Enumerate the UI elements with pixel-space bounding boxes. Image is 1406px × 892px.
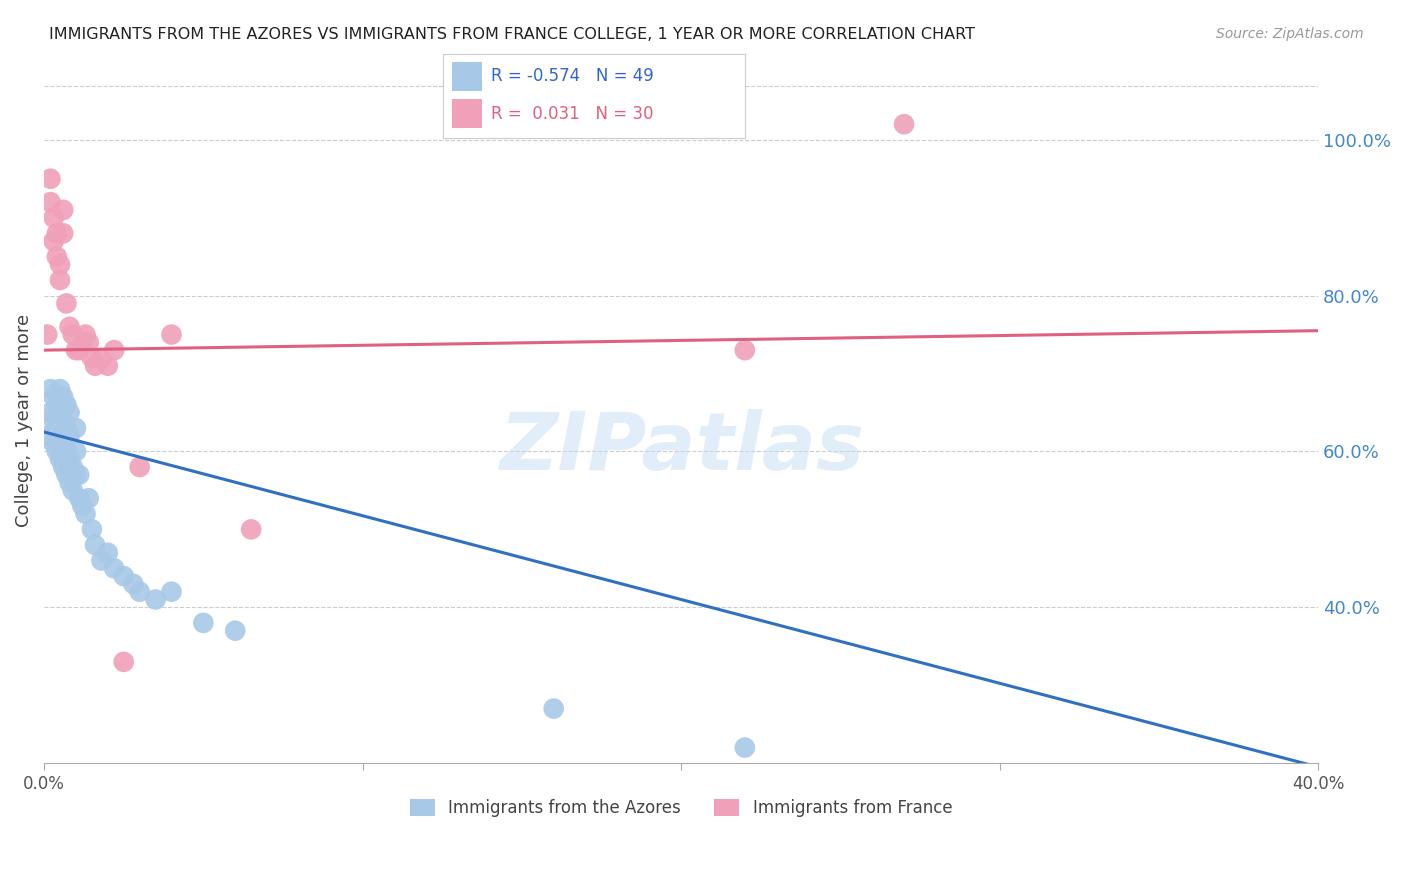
Point [39, 382, 62, 396]
Point [45, 421, 67, 435]
Point [49, 273, 72, 287]
Point [128, 460, 150, 475]
Point [72, 499, 94, 513]
Text: R = -0.574   N = 49: R = -0.574 N = 49 [491, 68, 654, 86]
Point [160, 584, 183, 599]
Point [84, 538, 107, 552]
Point [90, 553, 112, 567]
Point [45, 250, 67, 264]
Point [58, 429, 80, 443]
Text: IMMIGRANTS FROM THE AZORES VS IMMIGRANTS FROM FRANCE COLLEGE, 1 YEAR OR MORE COR: IMMIGRANTS FROM THE AZORES VS IMMIGRANTS… [49, 27, 976, 42]
Point [67, 467, 90, 482]
Point [55, 398, 77, 412]
Point [42, 436, 65, 450]
Point [58, 319, 80, 334]
Point [128, 584, 150, 599]
Point [65, 343, 87, 358]
Point [55, 467, 77, 482]
Point [65, 444, 87, 458]
Point [240, 522, 263, 536]
Text: Source: ZipAtlas.com: Source: ZipAtlas.com [1216, 27, 1364, 41]
Point [39, 195, 62, 210]
Point [224, 624, 246, 638]
Point [67, 491, 90, 506]
Point [734, 740, 756, 755]
Point [734, 343, 756, 358]
Point [160, 327, 183, 342]
Point [65, 467, 87, 482]
Point [42, 234, 65, 248]
Point [52, 390, 75, 404]
Point [77, 491, 100, 506]
Point [55, 444, 77, 458]
Point [103, 561, 125, 575]
Point [58, 405, 80, 419]
Point [49, 382, 72, 396]
Point [42, 390, 65, 404]
Point [90, 351, 112, 365]
Text: R =  0.031   N = 30: R = 0.031 N = 30 [491, 104, 654, 123]
Point [543, 701, 565, 715]
Point [39, 405, 62, 419]
Bar [451, 99, 482, 128]
Point [37, 327, 59, 342]
Point [893, 117, 915, 131]
Point [62, 327, 84, 342]
Point [49, 257, 72, 271]
Point [52, 202, 75, 217]
Point [84, 359, 107, 373]
Point [52, 227, 75, 241]
Point [72, 335, 94, 350]
Bar [451, 62, 482, 91]
Point [103, 343, 125, 358]
Point [80, 522, 103, 536]
Point [77, 335, 100, 350]
Legend: Immigrants from the Azores, Immigrants from France: Immigrants from the Azores, Immigrants f… [404, 792, 959, 823]
Point [62, 483, 84, 498]
Point [58, 475, 80, 490]
Point [55, 421, 77, 435]
Point [193, 615, 215, 630]
Point [80, 351, 103, 365]
Text: ZIPatlas: ZIPatlas [499, 409, 863, 487]
Point [97, 359, 120, 373]
Point [145, 592, 167, 607]
Point [49, 452, 72, 467]
Point [67, 343, 90, 358]
Point [42, 211, 65, 225]
Point [52, 460, 75, 475]
Point [112, 569, 135, 583]
Point [75, 507, 97, 521]
Point [58, 452, 80, 467]
Point [97, 546, 120, 560]
Point [45, 398, 67, 412]
Point [62, 460, 84, 475]
Point [52, 436, 75, 450]
Point [42, 413, 65, 427]
Point [75, 327, 97, 342]
Point [112, 655, 135, 669]
Point [52, 413, 75, 427]
Y-axis label: College, 1 year or more: College, 1 year or more [15, 314, 32, 527]
Point [37, 429, 59, 443]
Point [49, 405, 72, 419]
Point [39, 171, 62, 186]
Point [49, 429, 72, 443]
Point [45, 227, 67, 241]
Point [45, 444, 67, 458]
Point [122, 577, 145, 591]
Point [65, 421, 87, 435]
Point [55, 296, 77, 310]
